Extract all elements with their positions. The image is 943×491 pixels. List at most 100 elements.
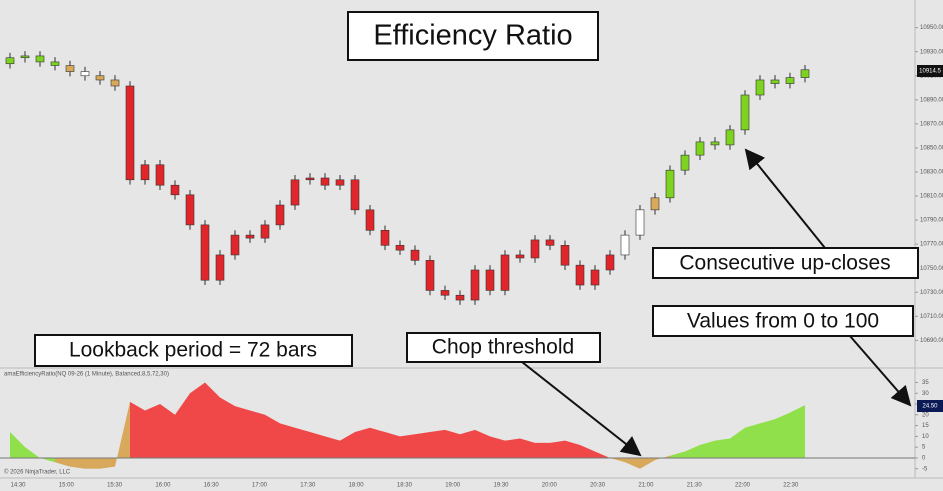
candle-body	[320, 177, 330, 186]
arrow	[849, 335, 912, 407]
arrow	[744, 148, 826, 249]
y-tick-label: 10830.00	[920, 170, 943, 176]
area-segment	[505, 438, 520, 458]
candle-body	[95, 75, 105, 81]
annotation: Chop threshold	[432, 336, 574, 359]
area-segment	[235, 406, 250, 458]
candle-body	[740, 94, 750, 131]
candle-body	[350, 179, 360, 211]
area-segment	[40, 457, 55, 463]
plot-area	[0, 0, 915, 478]
area-segment	[775, 412, 790, 458]
area-segment	[490, 436, 505, 458]
area-segment	[355, 427, 370, 458]
candle-body	[245, 234, 255, 239]
area-segment	[580, 445, 595, 458]
area-segment	[610, 457, 625, 463]
candle-body	[80, 71, 90, 77]
x-tick-label: 22:30	[783, 483, 799, 489]
candle-body	[500, 254, 510, 291]
indicator-value-label: 24.50	[922, 404, 938, 410]
annotation: Consecutive up-closes	[679, 252, 890, 275]
area-segment	[25, 447, 40, 458]
candle-body	[140, 164, 150, 181]
area-segment	[310, 432, 325, 458]
candle-body	[50, 61, 60, 66]
candle-body	[260, 224, 270, 239]
indicator-label: amaEfficiencyRatio(NQ 09-26 (1 Minute), …	[4, 372, 169, 378]
area-segment	[430, 429, 445, 458]
candle-body	[485, 269, 495, 291]
y-tick-label: 10890.00	[920, 97, 943, 103]
y-tick-label: 10810.00	[920, 194, 943, 200]
area-segment	[640, 457, 655, 469]
title-box	[347, 11, 599, 61]
annotation-box	[34, 334, 353, 367]
y-tick-label: 10930.00	[920, 49, 943, 55]
y-tick-label: 10730.00	[920, 290, 943, 296]
area-segment	[670, 451, 685, 458]
y-tick-label: -5	[922, 466, 928, 472]
area-segment	[445, 429, 460, 458]
x-tick-label: 20:30	[590, 483, 606, 489]
area-segment	[385, 432, 400, 458]
candle-body	[5, 57, 15, 65]
candle-body	[545, 239, 555, 246]
x-tick-label: 18:30	[397, 483, 413, 489]
y-tick-label: 35	[922, 380, 929, 386]
x-tick-label: 19:30	[493, 483, 509, 489]
price-tag	[917, 65, 943, 77]
area-segment	[340, 432, 355, 458]
area-segment	[760, 419, 775, 458]
annotation-box	[652, 247, 919, 279]
area-segment	[400, 434, 415, 458]
area-segment	[190, 382, 205, 458]
area-segment	[685, 445, 700, 458]
area-segment	[475, 429, 490, 458]
x-tick-label: 21:00	[638, 483, 654, 489]
annotation-box	[406, 332, 601, 363]
candle-body	[755, 79, 765, 96]
area-segment	[160, 404, 175, 458]
y-tick-label: 30	[922, 391, 929, 397]
candle-body	[170, 184, 180, 196]
indicator-tag	[917, 400, 943, 412]
candle-body	[800, 69, 810, 78]
area-segment	[565, 440, 580, 458]
area-segment	[745, 423, 760, 458]
candle-body	[410, 249, 420, 261]
y-tick-label: 5	[922, 445, 926, 451]
candle-body	[515, 254, 525, 259]
candle-body	[425, 260, 435, 291]
candle-body	[275, 204, 285, 226]
candle-body	[335, 179, 345, 186]
x-tick-label: 17:00	[252, 483, 268, 489]
x-tick-label: 17:30	[300, 483, 316, 489]
candle-body	[695, 141, 705, 156]
candle-body	[455, 294, 465, 301]
candle-body	[770, 79, 780, 84]
y-tick-label: 15	[922, 423, 929, 429]
candle-body	[785, 77, 795, 84]
candle-body	[215, 254, 225, 281]
area-segment	[130, 401, 145, 458]
candle-body	[620, 234, 630, 256]
area-segment	[10, 432, 25, 458]
area-segment	[220, 397, 235, 458]
area-segment	[295, 427, 310, 458]
area-segment	[250, 410, 265, 458]
x-tick-label: 18:00	[349, 483, 365, 489]
arrow	[521, 361, 642, 457]
area-segment	[535, 442, 550, 458]
area-segment	[205, 382, 220, 458]
x-tick-label: 14:30	[10, 483, 26, 489]
area-segment	[625, 457, 640, 469]
y-tick-label: 20	[922, 412, 929, 418]
chart-title: Efficiency Ratio	[373, 20, 572, 52]
area-segment	[520, 438, 535, 458]
candle-body	[725, 129, 735, 146]
candle-body	[680, 154, 690, 171]
candle-body	[470, 269, 480, 301]
area-segment	[280, 423, 295, 458]
